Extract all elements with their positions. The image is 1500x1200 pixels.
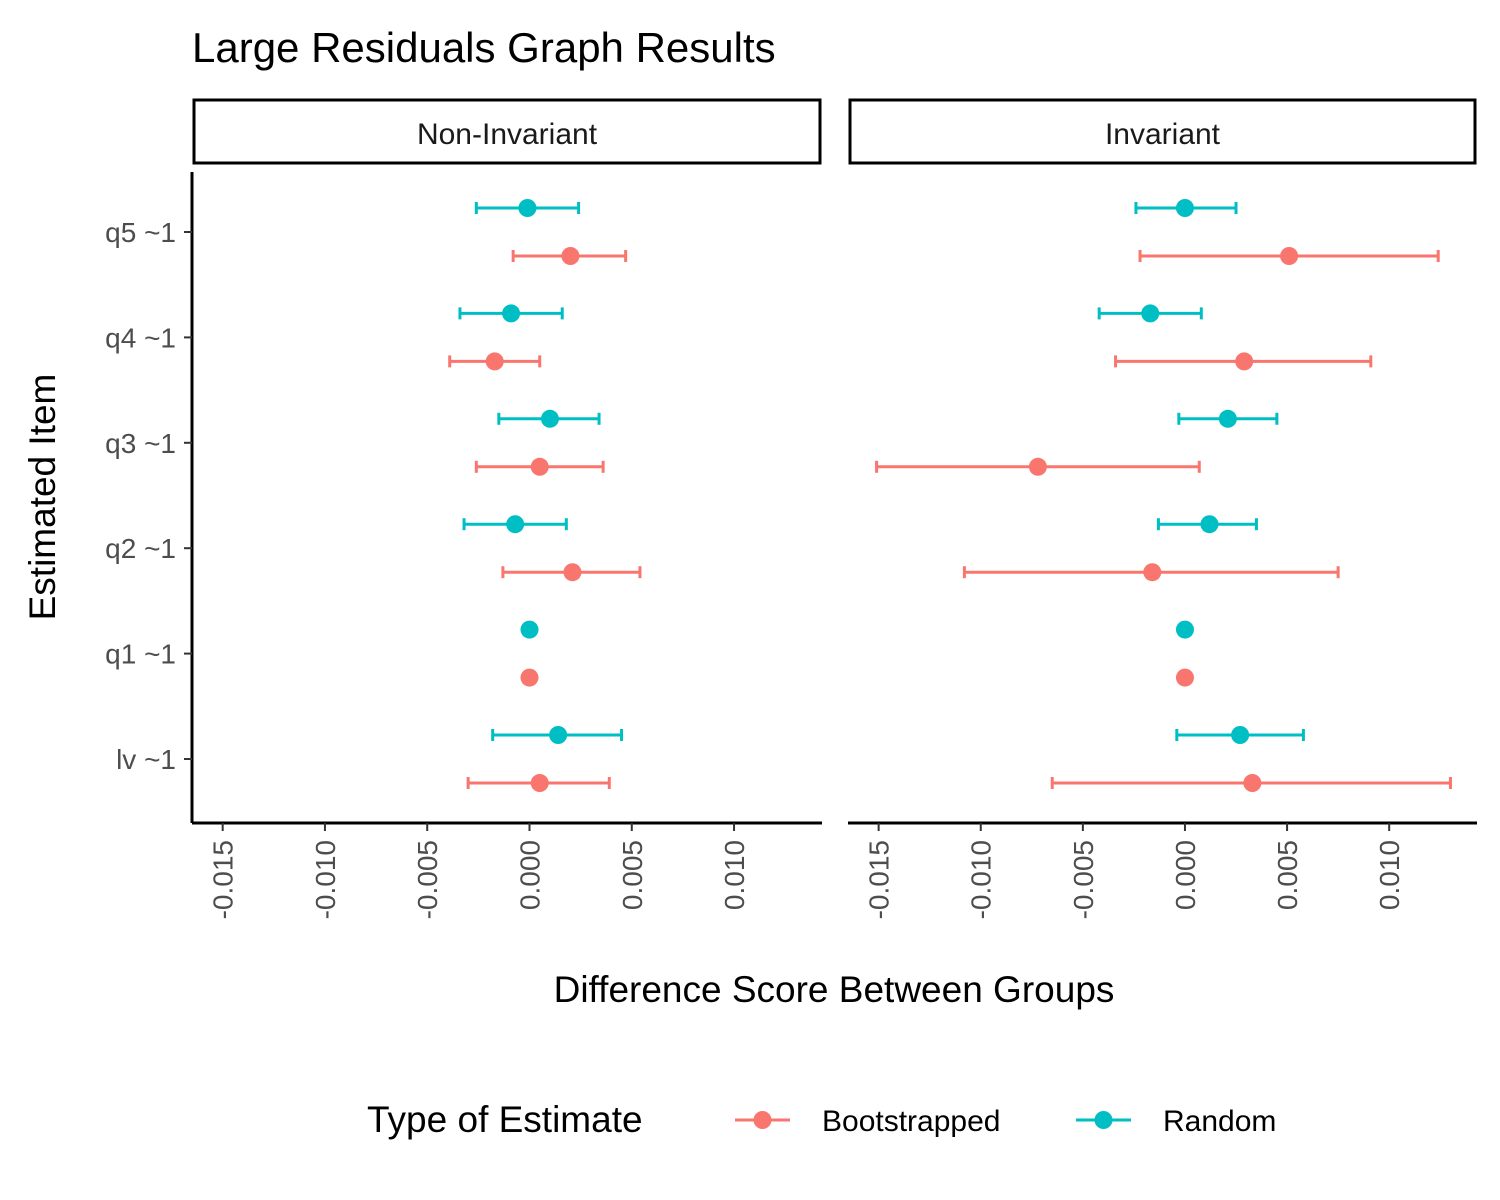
- data-point-group: [497, 409, 601, 428]
- x-tick-label: -0.005: [412, 840, 443, 919]
- data-point: [1175, 620, 1194, 639]
- data-point: [1141, 304, 1160, 323]
- data-point: [1231, 726, 1250, 744]
- data-point-group: [1114, 352, 1373, 371]
- facet-strip: [848, 98, 1477, 165]
- facet-strip-label: Invariant: [1105, 118, 1221, 151]
- data-point: [540, 409, 559, 428]
- facet-strip: [192, 98, 822, 165]
- data-point-group: [458, 304, 564, 323]
- y-tick-label: lv ~1: [116, 744, 176, 775]
- data-point-group: [466, 774, 611, 792]
- data-point-group: [448, 352, 542, 371]
- x-tick-label: 0.000: [515, 840, 546, 910]
- x-tick-label: 0.005: [617, 840, 648, 910]
- data-point-group: [491, 726, 624, 744]
- chart-title: Large Residuals Graph Results: [192, 24, 776, 71]
- data-point-group: [1175, 668, 1194, 687]
- x-tick-label: -0.005: [1068, 840, 1099, 919]
- legend-title: Type of Estimate: [367, 1099, 643, 1140]
- data-point-group: [1134, 199, 1238, 217]
- legend: Type of Estimate Bootstrapped Random: [367, 1099, 1276, 1140]
- data-point-group: [1050, 774, 1452, 792]
- data-point-group: [520, 668, 539, 687]
- data-point-group: [511, 247, 628, 265]
- data-point: [563, 563, 582, 582]
- data-point: [549, 726, 568, 744]
- facet-panel-0: Non-Invariant q5 ~1 q4 ~1 q3 ~1 q2 ~1 q1 ~1 lv…: [105, 98, 822, 919]
- y-axis-title: Estimated Item: [22, 374, 63, 621]
- data-point: [1235, 352, 1254, 371]
- legend-label: Random: [1163, 1105, 1276, 1138]
- data-point-group: [1156, 515, 1258, 534]
- data-point: [520, 668, 539, 687]
- y-tick-label: q3 ~1: [105, 428, 176, 459]
- legend-item: Random: [1076, 1105, 1276, 1138]
- data-point: [1243, 774, 1262, 792]
- data-point-group: [1177, 409, 1279, 428]
- data-point: [506, 515, 525, 534]
- data-point-group: [1175, 620, 1194, 639]
- y-tick-label: q2 ~1: [105, 533, 176, 564]
- data-point-group: [1138, 247, 1440, 265]
- data-point: [530, 457, 549, 476]
- legend-key-point: [753, 1111, 772, 1129]
- x-tick-label: 0.005: [1272, 840, 1303, 910]
- x-tick-label: 0.010: [1374, 840, 1405, 910]
- x-tick-label: -0.015: [208, 840, 239, 919]
- legend-key-point: [1094, 1111, 1113, 1129]
- data-point-group: [501, 563, 642, 582]
- x-tick-label: -0.010: [310, 840, 341, 919]
- data-point: [1143, 563, 1162, 582]
- facet-panel-1: Invariant -0.015 -0.010 -0.005 0.000 0.005 0.0…: [848, 98, 1477, 919]
- x-tick-label: -0.015: [864, 840, 895, 919]
- x-tick-label: 0.010: [719, 840, 750, 910]
- data-point: [1200, 515, 1219, 534]
- facet-strip-label: Non-Invariant: [417, 118, 598, 151]
- x-tick-label: 0.000: [1170, 840, 1201, 910]
- data-point: [1175, 199, 1194, 217]
- x-tick-label: -0.010: [966, 840, 997, 919]
- data-point: [520, 620, 539, 639]
- y-tick-label: q5 ~1: [105, 217, 176, 248]
- data-point: [1218, 409, 1237, 428]
- data-point: [561, 247, 580, 265]
- legend-label: Bootstrapped: [822, 1105, 1000, 1138]
- y-tick-label: q4 ~1: [105, 322, 176, 353]
- data-point: [530, 774, 549, 792]
- facet-panels: Non-Invariant q5 ~1 q4 ~1 q3 ~1 q2 ~1 q1 ~1 lv…: [105, 98, 1477, 919]
- data-point-group: [474, 199, 581, 217]
- data-point: [502, 304, 521, 323]
- data-point-group: [520, 620, 539, 639]
- data-point: [518, 199, 537, 217]
- data-point-group: [474, 457, 605, 476]
- y-tick-label: q1 ~1: [105, 639, 176, 670]
- data-point-group: [875, 457, 1201, 476]
- x-axis-title: Difference Score Between Groups: [554, 969, 1115, 1010]
- data-point: [1175, 668, 1194, 687]
- data-point-group: [1097, 304, 1203, 323]
- data-point-group: [462, 515, 568, 534]
- data-point: [485, 352, 504, 371]
- data-point-group: [962, 563, 1340, 582]
- data-point: [1028, 457, 1047, 476]
- data-point: [1280, 247, 1299, 265]
- data-point-group: [1175, 726, 1305, 744]
- legend-item: Bootstrapped: [735, 1105, 1000, 1138]
